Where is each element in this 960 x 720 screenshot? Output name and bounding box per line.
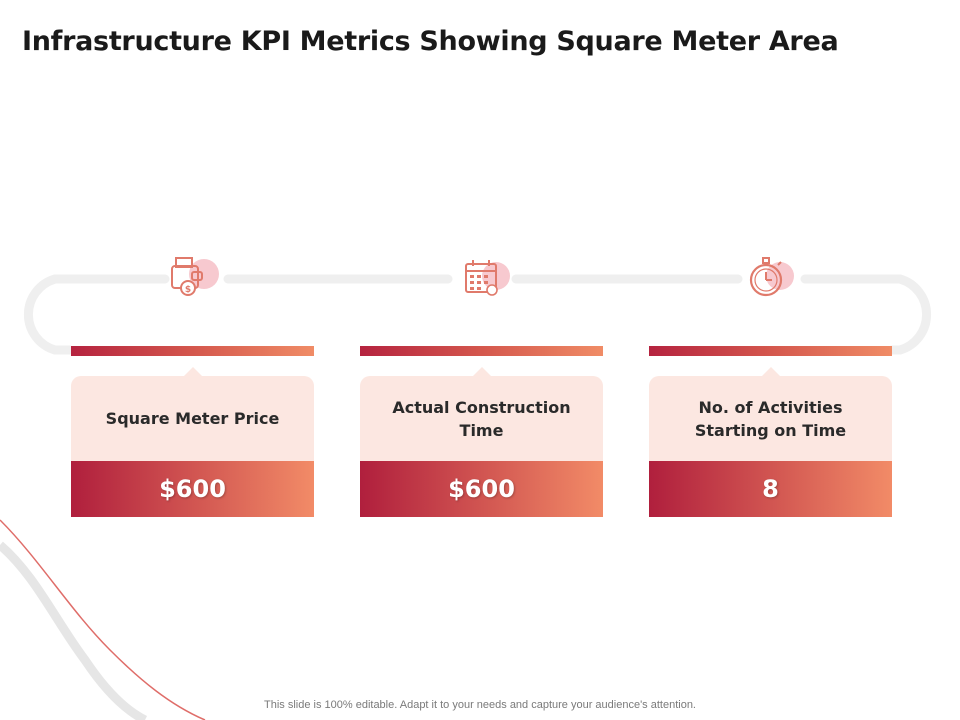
card-label-box: Actual Construction Time [360, 367, 603, 461]
kpi-card-actual-construction-time: Actual Construction Time $600 [360, 346, 603, 517]
kpi-label: No. of Activities Starting on Time [694, 397, 847, 440]
slide-title: Infrastructure KPI Metrics Showing Squar… [22, 26, 839, 57]
kpi-label: Square Meter Price [105, 409, 280, 428]
calendar-icon [465, 260, 510, 296]
footer-note: This slide is 100% editable. Adapt it to… [264, 699, 696, 711]
kpi-value: $600 [159, 475, 226, 503]
stopwatch-icon [749, 257, 794, 297]
kpi-label: Actual Construction Time [392, 397, 571, 440]
track-right [800, 274, 931, 355]
card-value-box: $600 [71, 461, 314, 517]
card-top-bar [71, 346, 314, 356]
track-left [24, 274, 170, 355]
kpi-value: $600 [448, 475, 515, 503]
card-value-box: $600 [360, 461, 603, 517]
kpi-card-activities-on-time: No. of Activities Starting on Time 8 [649, 346, 892, 517]
kpi-card-square-meter-price: Square Meter Price $600 [71, 346, 314, 517]
kpi-value: 8 [762, 475, 779, 503]
wallet-money-icon: $ [171, 257, 219, 296]
card-label-box: No. of Activities Starting on Time [649, 367, 892, 461]
card-top-bar [649, 346, 892, 356]
card-value-box: 8 [649, 461, 892, 517]
card-label-box: Square Meter Price [71, 367, 314, 461]
card-top-bar [360, 346, 603, 356]
svg-text:$: $ [185, 285, 191, 295]
